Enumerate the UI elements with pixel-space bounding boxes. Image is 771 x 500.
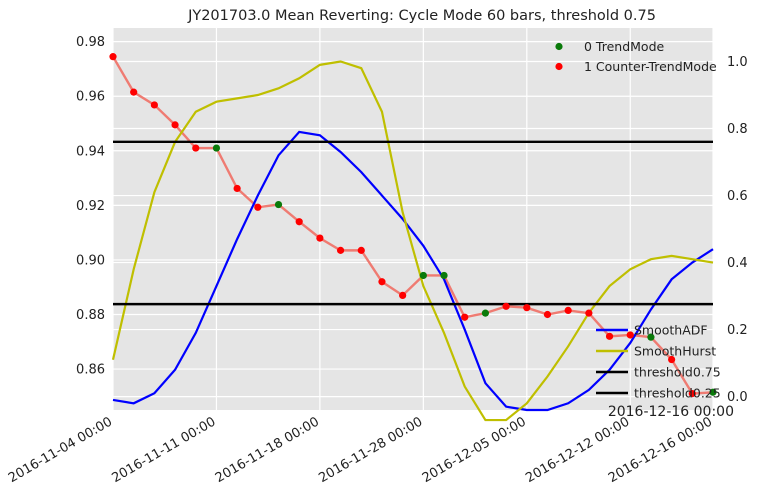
trend-mode-point xyxy=(709,388,717,396)
counter-trend-point xyxy=(688,390,696,398)
counter-trend-point xyxy=(502,302,510,310)
left-tick-label: 0.96 xyxy=(76,90,105,105)
legend-label: SmoothADF xyxy=(634,323,708,338)
plot-background xyxy=(113,28,713,410)
counter-trend-point xyxy=(233,184,241,193)
counter-trend-point xyxy=(668,355,676,364)
counter-trend-point xyxy=(130,88,138,96)
counter-trend-point xyxy=(523,304,531,312)
trend-mode-point xyxy=(647,333,655,341)
legend-label: 0 TrendMode xyxy=(584,39,665,54)
legend-label: SmoothHurst xyxy=(634,344,716,359)
counter-trend-point xyxy=(378,278,386,286)
counter-trend-point xyxy=(316,234,324,242)
left-tick-label: 0.88 xyxy=(76,308,105,323)
legend-label: 1 Counter-TrendMode xyxy=(584,59,717,74)
right-tick-label: 0.0 xyxy=(727,390,748,405)
right-tick-label: 0.4 xyxy=(727,256,748,271)
left-tick-label: 0.86 xyxy=(76,363,105,378)
right-tick-label: 0.8 xyxy=(727,122,748,137)
legend-top: 0 TrendMode 1 Counter-TrendMode xyxy=(555,39,717,74)
left-tick-label: 0.94 xyxy=(76,144,105,159)
right-tick-label: 0.2 xyxy=(727,323,748,338)
grid-lines xyxy=(112,28,714,410)
counter-trend-point xyxy=(399,291,407,299)
counter-trend-point xyxy=(564,306,572,315)
left-tick-label: 0.92 xyxy=(76,199,105,214)
x-tick-label: 2016-11-04 00:00 xyxy=(6,414,115,486)
price-markers xyxy=(109,53,717,398)
corner-date-label: 2016-12-16 00:00 xyxy=(608,404,734,420)
counter-trend-point xyxy=(585,309,593,317)
x-tick-label: 2016-11-18 00:00 xyxy=(213,414,322,486)
legend-label: threshold0.25 xyxy=(634,386,721,401)
counter-trend-point xyxy=(171,121,179,129)
counter-trend-point xyxy=(109,53,117,61)
trend-mode-point xyxy=(440,271,448,280)
legend-marker-trend xyxy=(555,42,563,51)
counter-trend-point xyxy=(461,313,469,321)
legend-marker-counter xyxy=(555,62,563,71)
counter-trend-point xyxy=(295,218,303,226)
x-tick-label: 2016-11-11 00:00 xyxy=(109,414,218,486)
right-tick-label: 1.0 xyxy=(727,55,748,70)
series-smoothhurst xyxy=(111,60,714,422)
trend-mode-point xyxy=(419,271,427,280)
x-tick-label: 2016-11-28 00:00 xyxy=(316,414,425,486)
counter-trend-point xyxy=(150,101,158,109)
trend-mode-point xyxy=(274,200,283,209)
legend-label: threshold0.75 xyxy=(634,365,721,380)
counter-trend-point xyxy=(192,144,200,152)
left-tick-label: 0.90 xyxy=(76,253,105,268)
chart-title: JY201703.0 Mean Reverting: Cycle Mode 60… xyxy=(187,8,656,24)
counter-trend-point xyxy=(357,246,365,254)
left-tick-label: 0.98 xyxy=(76,35,105,50)
counter-trend-point xyxy=(254,203,262,211)
counter-trend-point xyxy=(626,331,634,339)
legend-bottom: SmoothADF SmoothHurst threshold0.75 thresho… xyxy=(596,323,721,401)
x-tick-label: 2016-12-05 00:00 xyxy=(420,414,529,486)
counter-trend-point xyxy=(605,332,614,340)
trend-mode-point xyxy=(212,144,221,152)
counter-trend-point xyxy=(543,310,552,319)
trend-mode-point xyxy=(481,309,490,317)
series-smoothadf xyxy=(112,130,714,412)
counter-trend-point xyxy=(336,246,345,254)
right-tick-label: 0.6 xyxy=(727,189,748,204)
